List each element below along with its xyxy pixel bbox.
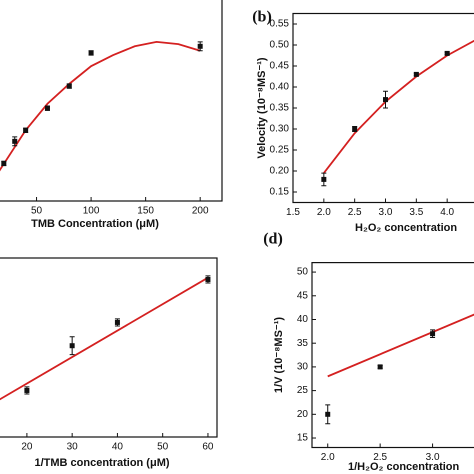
- y-tick-label: 0.55: [270, 19, 290, 30]
- y-tick-label: 35: [297, 338, 309, 349]
- x-axis-title: H₂O₂ concentration: [355, 222, 457, 234]
- y-tick-label: 30: [297, 362, 309, 373]
- data-point: [66, 83, 72, 89]
- x-tick-label: 50: [31, 206, 43, 217]
- y-tick-label: 0.25: [270, 145, 290, 156]
- x-axis-title: 1/TMB concentration (μM): [34, 457, 169, 469]
- x-tick-label: 3.0: [426, 452, 440, 463]
- data-point: [383, 97, 388, 103]
- y-tick-label: 20: [297, 409, 309, 420]
- x-tick-label: 3.5: [409, 207, 423, 218]
- data-point: [69, 343, 75, 349]
- data-point: [197, 43, 203, 49]
- data-point: [205, 276, 211, 282]
- x-tick-label: 3.0: [379, 207, 393, 218]
- data-point: [413, 71, 419, 77]
- data-point: [44, 105, 50, 111]
- x-axis-title: TMB Concentration (μM): [31, 218, 159, 230]
- x-tick-label: 2.5: [373, 452, 387, 463]
- y-tick-label: 0.15: [270, 187, 290, 198]
- y-tick-label: 50: [297, 267, 309, 278]
- x-tick-label: 150: [137, 206, 154, 217]
- fit-curve: [0, 276, 209, 401]
- y-tick-label: 40: [297, 314, 309, 325]
- y-tick-label: 0.40: [270, 82, 290, 93]
- x-tick-label: 20: [21, 442, 33, 453]
- panel-label: (d): [263, 231, 283, 248]
- data-point: [88, 50, 94, 56]
- data-point: [325, 411, 331, 417]
- y-tick-label: 0.30: [270, 124, 290, 135]
- y-tick-label: 0.35: [270, 103, 290, 114]
- x-tick-label: 1.5: [286, 207, 300, 218]
- fit-curve: [0, 40, 201, 172]
- data-point: [114, 319, 120, 325]
- data-point: [321, 176, 327, 182]
- x-tick-label: 100: [83, 206, 100, 217]
- data-point: [1, 160, 7, 166]
- y-tick-label: 15: [297, 433, 309, 444]
- y-axis-title: 1/V (10⁻⁸MS⁻¹): [273, 317, 285, 393]
- x-tick-label: 4.0: [440, 207, 454, 218]
- x-tick-label: 2.0: [321, 452, 335, 463]
- x-tick-label: 60: [202, 442, 214, 453]
- y-tick-label: 45: [297, 290, 309, 301]
- data-point: [377, 364, 383, 370]
- x-axis-title: 1/H₂O₂ concentration: [348, 461, 460, 473]
- x-tick-label: 30: [67, 442, 79, 453]
- y-tick-label: 0.20: [270, 166, 290, 177]
- data-point: [444, 50, 450, 56]
- data-point: [12, 138, 18, 144]
- x-tick-label: 2.5: [348, 207, 362, 218]
- x-tick-label: 40: [112, 442, 124, 453]
- y-axis-title: Velocity (10⁻⁸MS⁻¹): [256, 57, 268, 159]
- plot-frame: [0, 0, 223, 202]
- x-tick-label: 2.0: [317, 207, 331, 218]
- fit-curve: [327, 313, 474, 378]
- data-point: [23, 127, 29, 133]
- plot-frame: [311, 262, 474, 449]
- x-tick-label: 50: [157, 442, 169, 453]
- y-tick-label: 0.50: [270, 40, 290, 51]
- x-tick-label: 200: [192, 206, 209, 217]
- data-point: [352, 126, 358, 132]
- y-tick-label: 25: [297, 385, 309, 396]
- fit-curve: [323, 39, 474, 174]
- panel-label: (b): [252, 9, 272, 26]
- data-point: [24, 387, 30, 393]
- data-point: [430, 331, 436, 337]
- y-tick-label: 0.45: [270, 61, 290, 72]
- plot-frame: [0, 257, 218, 438]
